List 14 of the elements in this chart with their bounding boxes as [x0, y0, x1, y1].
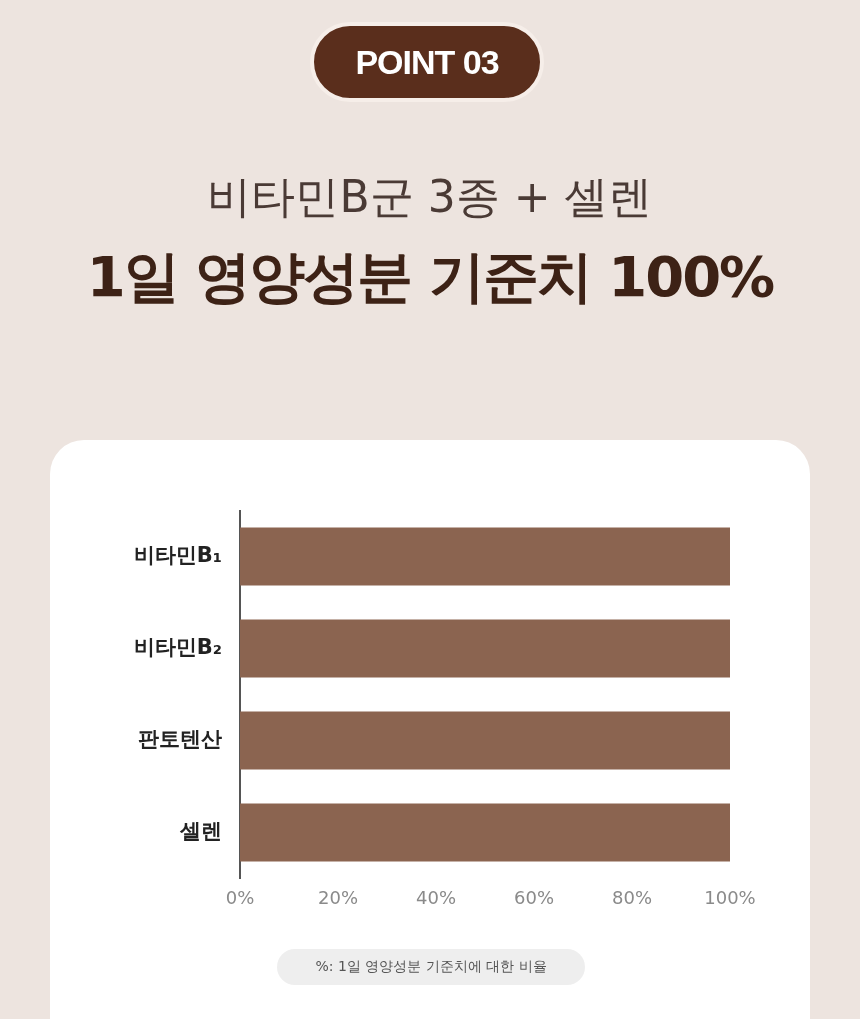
y-tick-label: 셀렌: [179, 818, 222, 843]
y-tick-label: 판토텐산: [138, 726, 222, 751]
chart-subtitle: 비타민B군 3종 + 셀렌: [206, 170, 654, 224]
text: POINT 03: [310, 22, 544, 102]
text: %: 1일 영양성분 기준치에 대한 비율: [277, 949, 585, 985]
x-tick-label: 80%: [611, 886, 653, 908]
x-tick-label: 100%: [704, 886, 756, 908]
x-tick-label: 40%: [415, 886, 457, 908]
x-tick-label: 60%: [513, 886, 555, 908]
y-tick-label: 비타민B₂: [133, 634, 222, 659]
x-tick-label: 0%: [225, 886, 255, 908]
x-tick-label: 20%: [317, 886, 359, 908]
y-tick-label: 비타민B₁: [133, 543, 222, 568]
chart-title: 1일 영양성분 기준치 100%: [85, 243, 775, 311]
